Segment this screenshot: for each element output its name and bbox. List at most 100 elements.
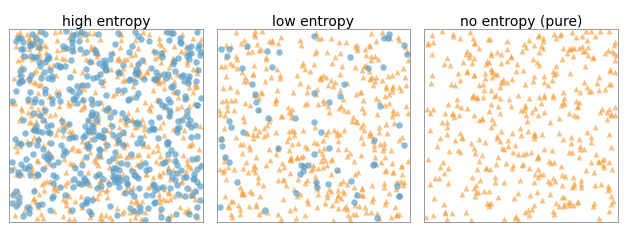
Point [119, 144, 129, 147]
Point [595, 111, 605, 114]
Point [559, 90, 569, 94]
Point [174, 125, 184, 129]
Point [551, 71, 561, 75]
Point [556, 104, 566, 108]
Point [188, 68, 198, 72]
Point [436, 166, 446, 169]
Point [132, 120, 142, 124]
Point [581, 30, 591, 34]
Point [135, 205, 145, 209]
Point [470, 194, 480, 198]
Point [92, 196, 102, 200]
Point [70, 136, 80, 139]
Point [24, 44, 34, 47]
Point [434, 176, 444, 180]
Point [132, 47, 142, 51]
Point [184, 121, 194, 125]
Point [300, 68, 310, 72]
Point [440, 211, 450, 214]
Point [97, 213, 107, 216]
Point [240, 102, 250, 106]
Point [470, 42, 480, 45]
Point [533, 155, 543, 159]
Point [96, 101, 106, 105]
Point [93, 134, 103, 138]
Point [598, 164, 608, 167]
Point [90, 120, 100, 124]
Point [388, 170, 398, 174]
Point [157, 51, 167, 54]
Point [90, 52, 100, 56]
Point [264, 40, 274, 44]
Point [495, 97, 505, 101]
Point [89, 137, 99, 141]
Point [86, 45, 96, 49]
Point [158, 161, 168, 165]
Point [36, 73, 46, 76]
Point [85, 61, 95, 65]
Point [379, 170, 389, 173]
Point [224, 160, 234, 164]
Point [139, 123, 149, 127]
Point [559, 174, 569, 178]
Point [261, 67, 271, 71]
Point [19, 55, 29, 59]
Point [343, 109, 353, 113]
Point [371, 156, 381, 159]
Point [43, 131, 53, 135]
Point [176, 49, 186, 53]
Point [81, 200, 91, 204]
Point [555, 34, 565, 38]
Point [295, 39, 305, 43]
Point [236, 42, 246, 46]
Point [161, 77, 171, 80]
Point [594, 89, 604, 93]
Point [450, 84, 460, 87]
Point [278, 177, 288, 181]
Point [27, 33, 37, 36]
Point [574, 155, 584, 159]
Point [176, 180, 186, 184]
Point [179, 175, 189, 179]
Point [470, 94, 480, 98]
Point [467, 176, 477, 179]
Point [83, 171, 93, 174]
Point [60, 183, 70, 187]
Point [489, 121, 499, 125]
Point [24, 207, 34, 211]
Point [47, 196, 57, 200]
Point [159, 48, 169, 52]
Point [33, 203, 43, 207]
Point [271, 98, 281, 102]
Point [94, 62, 104, 66]
Point [67, 90, 77, 94]
Point [545, 192, 556, 196]
Point [302, 178, 312, 182]
Point [448, 35, 458, 38]
Point [13, 37, 23, 41]
Point [442, 57, 452, 60]
Point [106, 53, 116, 57]
Point [127, 170, 137, 174]
Point [158, 53, 168, 57]
Point [80, 33, 90, 36]
Point [48, 194, 58, 198]
Point [93, 102, 103, 106]
Point [557, 58, 567, 62]
Point [445, 64, 455, 67]
Point [126, 191, 136, 194]
Point [468, 146, 478, 150]
Point [380, 104, 390, 107]
Point [93, 163, 103, 167]
Point [69, 98, 79, 102]
Point [350, 172, 361, 176]
Point [322, 164, 332, 168]
Point [166, 149, 176, 153]
Point [23, 99, 33, 103]
Point [339, 128, 349, 132]
Point [471, 190, 481, 194]
Point [568, 55, 578, 58]
Point [187, 194, 197, 197]
Point [66, 130, 76, 134]
Point [192, 205, 202, 209]
